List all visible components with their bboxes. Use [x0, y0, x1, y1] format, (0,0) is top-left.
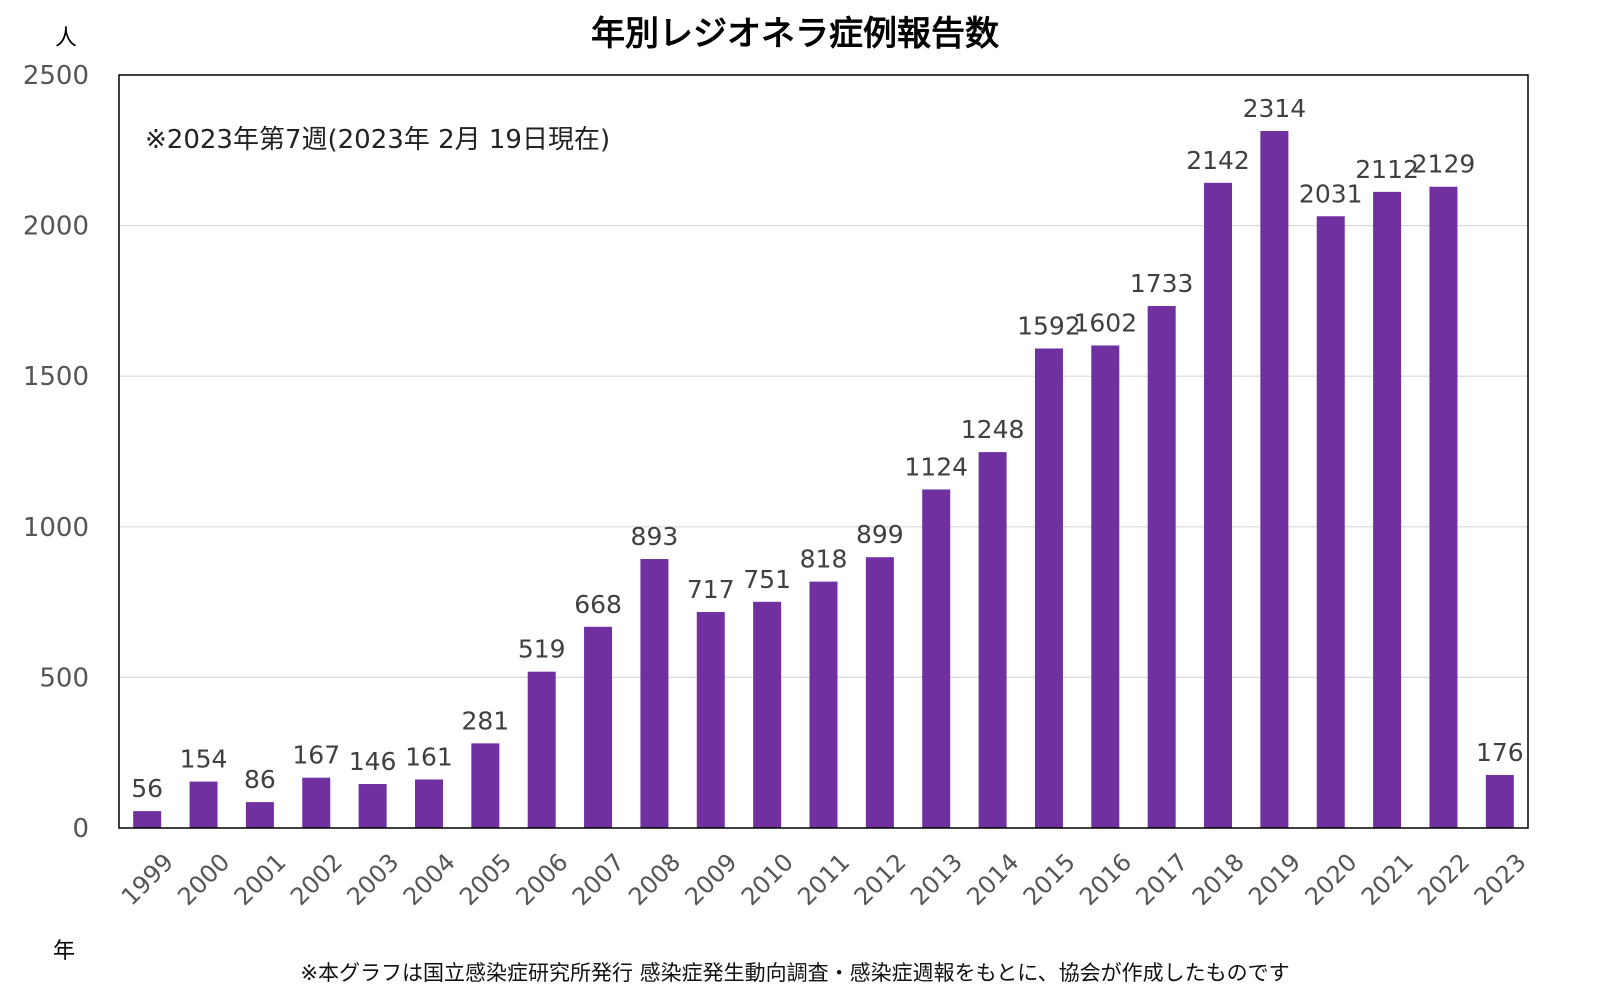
bar-2013	[922, 489, 951, 828]
bar-2005	[471, 743, 500, 828]
data-label-2000: 154	[180, 745, 228, 774]
x-tick-label-2002: 2002	[285, 848, 348, 911]
bar-2017	[1147, 306, 1176, 828]
x-tick-label-2019: 2019	[1243, 848, 1306, 911]
bar-2007	[584, 626, 613, 828]
x-tick-label-2003: 2003	[341, 848, 404, 911]
chart-annotation: ※2023年第7週(2023年 2月 19日現在)	[145, 125, 610, 155]
y-tick-label: 1000	[23, 513, 89, 543]
data-label-2018: 2142	[1186, 146, 1250, 175]
plot-area-border	[118, 74, 1529, 829]
x-tick-label-2023: 2023	[1469, 848, 1532, 911]
x-tick-label-2021: 2021	[1356, 848, 1419, 911]
bar-2021	[1373, 191, 1402, 828]
data-label-2019: 2314	[1243, 94, 1307, 123]
chart-title: 年別レジオネラ症例報告数	[591, 14, 999, 54]
y-tick-label: 1500	[23, 362, 89, 392]
bar-2014	[978, 452, 1007, 828]
x-tick-label-2015: 2015	[1018, 848, 1081, 911]
bar-2008	[640, 559, 669, 828]
y-axis-unit: 人	[55, 26, 77, 51]
data-label-2001: 86	[244, 765, 276, 794]
x-tick-label-2008: 2008	[623, 848, 686, 911]
x-tick-label-2012: 2012	[849, 848, 912, 911]
data-label-2004: 161	[405, 743, 453, 772]
x-tick-label-2022: 2022	[1412, 848, 1475, 911]
x-tick-label-2016: 2016	[1074, 848, 1137, 911]
data-label-2006: 519	[518, 635, 566, 664]
bar-2019	[1260, 131, 1289, 828]
data-labels: 56 154 86 167 146 161 281 519 668 893 717 751 818 899…	[131, 94, 1523, 803]
bar-2018	[1204, 182, 1233, 829]
x-tick-label-2000: 2000	[172, 848, 235, 911]
bar-2001	[245, 802, 274, 828]
data-label-2008: 893	[631, 522, 679, 551]
bar-2003	[358, 784, 387, 828]
x-tick-label-2011: 2011	[792, 848, 855, 911]
bar-2020	[1316, 216, 1345, 828]
bar-1999	[133, 811, 162, 828]
data-label-2017: 1733	[1130, 269, 1194, 298]
x-tick-label-2006: 2006	[511, 848, 574, 911]
x-tick-label-2020: 2020	[1300, 848, 1363, 911]
bar-series	[133, 131, 1514, 829]
x-axis-unit: 年	[53, 939, 75, 964]
bar-2022	[1429, 186, 1458, 829]
bar-2011	[809, 581, 838, 828]
data-label-2010: 751	[743, 565, 791, 594]
bar-2012	[865, 557, 894, 828]
x-tick-label-2018: 2018	[1187, 848, 1250, 911]
data-label-2011: 818	[800, 545, 848, 574]
y-tick-label: 500	[39, 663, 89, 693]
data-label-2021: 2112	[1355, 155, 1419, 184]
data-label-2005: 281	[461, 706, 509, 735]
data-label-2009: 717	[687, 575, 735, 604]
x-axis-ticks: 1999200020012002200320042005200620072008…	[116, 848, 1532, 911]
y-tick-label: 2500	[23, 61, 89, 91]
data-label-2002: 167	[292, 741, 340, 770]
x-tick-label-2014: 2014	[961, 848, 1024, 911]
data-label-2014: 1248	[961, 415, 1025, 444]
x-tick-label-2001: 2001	[229, 848, 292, 911]
x-tick-label-2010: 2010	[736, 848, 799, 911]
bar-2009	[696, 612, 725, 828]
bar-2002	[302, 777, 331, 828]
bar-2000	[189, 781, 218, 828]
data-label-1999: 56	[131, 774, 163, 803]
data-label-2007: 668	[574, 590, 622, 619]
y-tick-label: 2000	[23, 212, 89, 242]
bar-2016	[1091, 345, 1120, 828]
x-tick-label-2017: 2017	[1130, 848, 1193, 911]
x-tick-label-2005: 2005	[454, 848, 517, 911]
data-label-2013: 1124	[904, 452, 968, 481]
y-tick-label: 0	[72, 814, 89, 844]
x-tick-label-2013: 2013	[905, 848, 968, 911]
data-label-2023: 176	[1476, 738, 1524, 767]
x-tick-label-2009: 2009	[680, 848, 743, 911]
x-tick-label-2004: 2004	[398, 848, 461, 911]
bar-2015	[1034, 348, 1063, 828]
y-axis-ticks: 0 500 1000 1500 2000 2500	[23, 61, 89, 844]
bar-2006	[527, 671, 556, 828]
x-tick-label-2007: 2007	[567, 848, 630, 911]
chart-footnote: ※本グラフは国立感染症研究所発行 感染症発生動向調査・感染症週報をもとに、協会が…	[300, 961, 1289, 985]
data-label-2012: 899	[856, 520, 904, 549]
data-label-2003: 146	[349, 747, 397, 776]
data-label-2016: 1602	[1073, 308, 1137, 337]
data-label-2022: 2129	[1412, 150, 1476, 179]
data-label-2020: 2031	[1299, 179, 1363, 208]
data-label-2015: 1592	[1017, 311, 1081, 340]
bar-2023	[1485, 774, 1514, 828]
bar-2004	[414, 779, 443, 828]
bar-2010	[753, 601, 782, 828]
x-tick-label-1999: 1999	[116, 848, 179, 911]
